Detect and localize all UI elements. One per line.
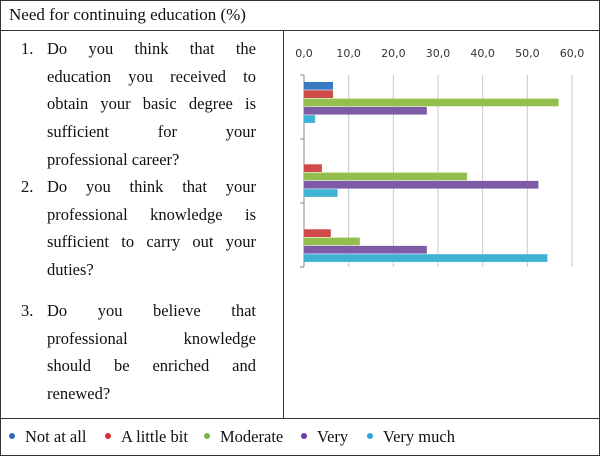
question-1: 1. Do you think that the education you r…	[21, 35, 256, 174]
legend-item-not-at-all: Not at all	[9, 427, 86, 447]
x-tick-label: 60,0	[560, 47, 585, 60]
bar-very-much	[304, 115, 316, 123]
bar-a-little-bit	[304, 164, 322, 172]
question-line: professional knowledge is	[47, 204, 256, 224]
legend-marker	[105, 433, 111, 440]
x-tick-label: 10,0	[336, 47, 361, 60]
bar-very-much	[304, 254, 548, 262]
question-3: 3. Do you believe that professional know…	[21, 297, 256, 408]
legend-item-very: Very	[301, 427, 348, 447]
legend-marker	[204, 433, 210, 440]
legend-label: Very	[317, 427, 349, 446]
x-tick-label: 40,0	[470, 47, 495, 60]
question-line: sufficient for your	[47, 122, 256, 142]
x-tick-label: 20,0	[381, 47, 406, 60]
question-line: professional knowledge	[47, 328, 256, 348]
legend-item-moderate: Moderate	[204, 427, 283, 447]
bar-very	[304, 245, 427, 254]
question-line: renewed?	[47, 384, 111, 404]
bar-a-little-bit	[304, 229, 331, 237]
legend: Not at all A little bit Moderate Very Ve…	[1, 418, 599, 456]
legend-marker	[301, 433, 307, 440]
question-line: should be enriched and	[47, 356, 256, 376]
legend-item-a-little-bit: A little bit	[105, 427, 188, 447]
bar-very	[304, 106, 427, 115]
bar-very-much	[304, 189, 338, 197]
question-2: 2. Do you think that your professional k…	[21, 173, 256, 284]
bar-moderate	[304, 172, 468, 181]
figure-title: Need for continuing education (%)	[9, 5, 246, 24]
bar-moderate	[304, 98, 559, 107]
bar-a-little-bit	[304, 90, 334, 98]
chart-panel: 0,0 10,0 20,0 30,0 40,0 50,0 60,0	[285, 31, 599, 418]
question-line: obtain your basic degree is	[47, 94, 256, 114]
legend-marker	[367, 433, 373, 440]
legend-label: Very much	[383, 427, 455, 446]
question-line: Do you think that the	[47, 39, 256, 58]
bar-not-at-all	[304, 82, 334, 90]
bar-very	[304, 180, 539, 189]
legend-label: Not at all	[25, 427, 87, 446]
legend-marker	[9, 433, 15, 440]
question-line: Do you think that your	[47, 177, 256, 196]
legend-item-very-much: Very much	[367, 427, 455, 447]
x-tick-label: 0,0	[295, 47, 313, 60]
question-number: 2.	[21, 177, 34, 196]
bar-moderate	[304, 237, 360, 246]
question-line: Do you believe that	[47, 301, 256, 320]
legend-label: A little bit	[121, 427, 188, 446]
question-line: professional career?	[47, 149, 180, 169]
questions-panel: 1. Do you think that the education you r…	[1, 31, 284, 418]
bar-chart: 0,0 10,0 20,0 30,0 40,0 50,0 60,0	[295, 47, 585, 268]
x-tick-label: 30,0	[426, 47, 451, 60]
question-number: 1.	[21, 39, 34, 58]
legend-label: Moderate	[220, 427, 284, 446]
question-line: education you received to	[47, 66, 256, 86]
x-tick-label: 50,0	[515, 47, 540, 60]
question-line: sufficient to carry out your	[47, 232, 256, 252]
table-header: Need for continuing education (%)	[1, 1, 599, 31]
question-number: 3.	[21, 301, 34, 320]
question-line: duties?	[47, 260, 94, 280]
